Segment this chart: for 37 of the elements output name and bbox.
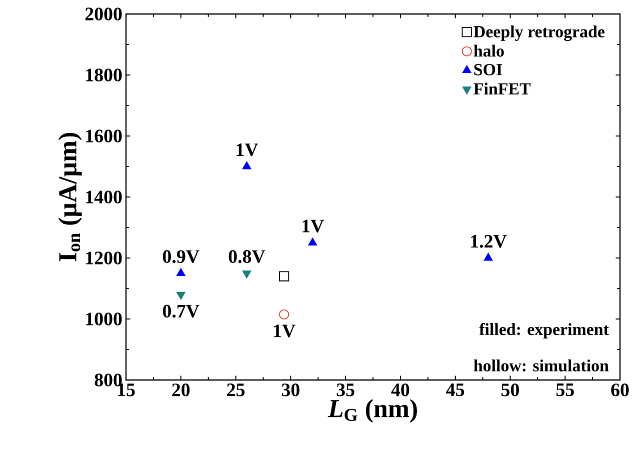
legend-label: Deeply retrograde xyxy=(474,26,605,41)
x-tick-label: 20 xyxy=(172,384,190,396)
annotation: 0.8V xyxy=(228,250,266,264)
y-tick-label: 1400 xyxy=(86,190,122,204)
x-tick-label: 55 xyxy=(556,384,574,396)
x-tick-label: 50 xyxy=(502,384,519,396)
x-axis-title: L$_{G}$ (nm) xyxy=(328,399,417,423)
y-tick-label: 1200 xyxy=(86,252,122,264)
annotation: 0.9V xyxy=(162,250,200,264)
annotation: filled: experiment xyxy=(479,323,609,339)
y-tick-label: 1600 xyxy=(86,130,122,142)
annotation: 1V xyxy=(302,220,324,233)
x-tick-label: 30 xyxy=(282,384,300,396)
annotation: 1V xyxy=(236,144,258,156)
x-tick-label: 35 xyxy=(336,384,354,396)
x-tick-label: 40 xyxy=(391,384,410,396)
point xyxy=(279,309,290,320)
y-tick-label: 2000 xyxy=(85,8,122,20)
point xyxy=(279,271,290,282)
legend-label: SOI xyxy=(474,64,502,76)
point xyxy=(176,292,186,300)
annotation: hollow: simulation xyxy=(474,359,609,372)
y-axis-title: I$_{on}$ (μA/μm) xyxy=(58,132,82,262)
annotation: 1V xyxy=(274,324,296,338)
x-tick-label: 25 xyxy=(227,384,245,396)
legend-label: halo xyxy=(474,44,504,57)
annotation: 1.2V xyxy=(471,234,507,248)
point xyxy=(484,252,493,261)
y-tick-label: 1800 xyxy=(86,68,122,82)
y-tick-label: 1000 xyxy=(86,312,122,326)
x-tick-label: 45 xyxy=(446,384,464,396)
legend-label: FinFET xyxy=(474,82,531,94)
x-tick-label: 60 xyxy=(611,384,629,396)
point xyxy=(242,161,252,170)
point xyxy=(176,268,186,276)
annotation: 0.7V xyxy=(162,304,200,318)
point xyxy=(308,238,318,246)
